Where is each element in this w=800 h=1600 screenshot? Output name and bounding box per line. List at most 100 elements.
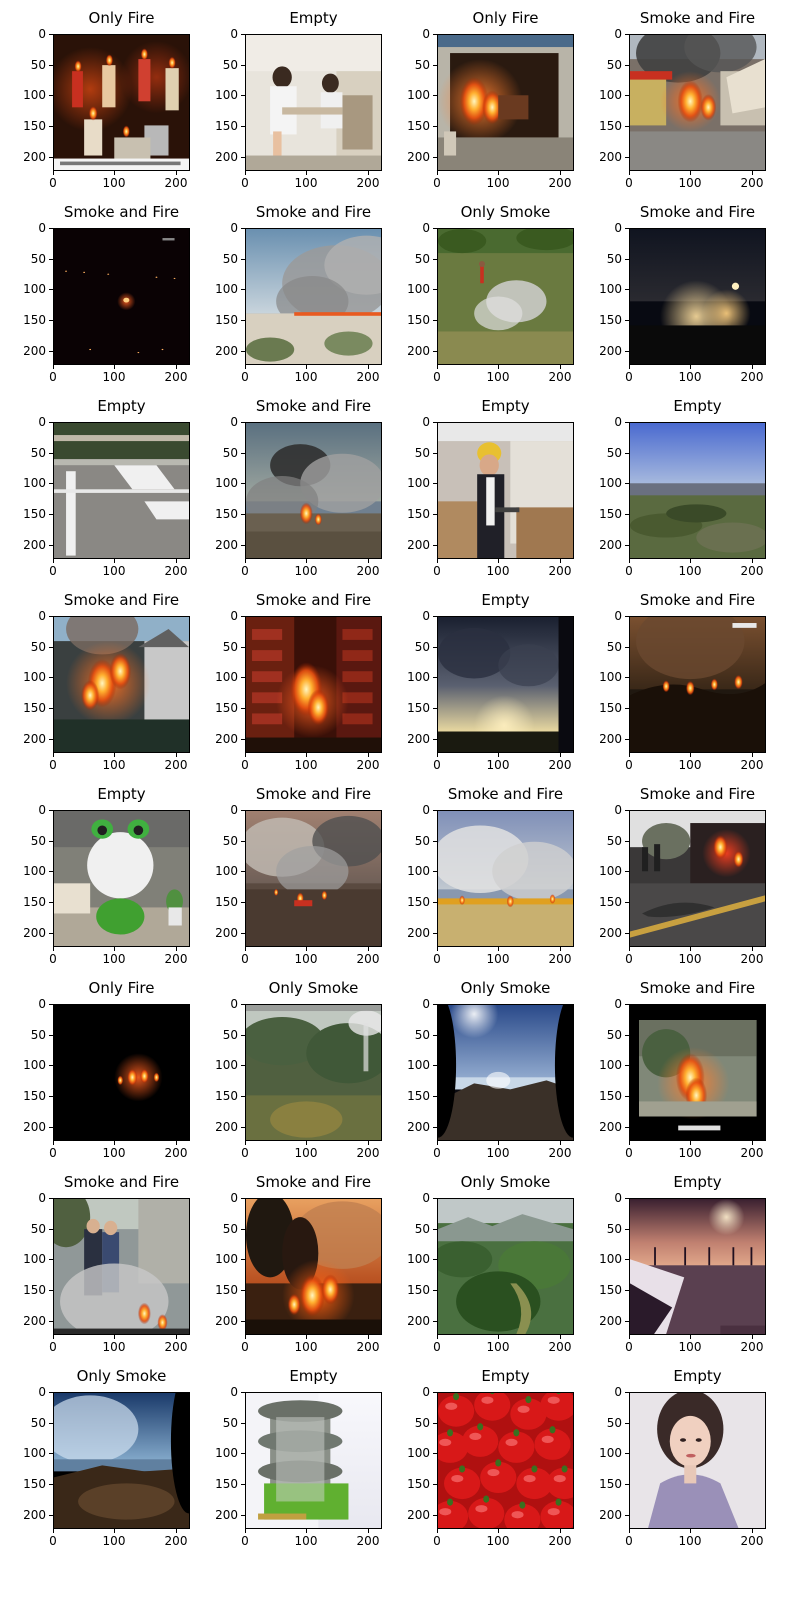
y-tick-mark [433,126,437,127]
y-tick-mark [625,1453,629,1454]
y-tick-mark [241,320,245,321]
y-tick-mark [241,616,245,617]
image-panel: Smoke and Fire 0 50 100 150 200 0 100 200 [576,194,766,388]
y-tick-label: 100 [215,1252,238,1266]
y-tick-mark [433,351,437,352]
y-tick-mark [433,228,437,229]
y-tick-label: 200 [599,150,622,164]
y-tick-mark [625,810,629,811]
x-tick-mark [306,1529,307,1533]
x-tick-mark [752,171,753,175]
x-tick-mark [690,365,691,369]
image-panel: Smoke and Fire 0 50 100 150 200 0 100 200 [192,1164,382,1358]
y-tick-label: 150 [599,119,622,133]
y-tick-label: 50 [222,1416,238,1430]
y-tick-mark [625,902,629,903]
y-tick-mark [625,1321,629,1322]
x-tick-mark [368,1141,369,1145]
y-tick-mark [49,1004,53,1005]
x-tick-mark [498,171,499,175]
x-tick-label: 0 [433,564,441,578]
x-tick-label: 100 [102,564,126,578]
panel-title: Empty [673,1367,722,1385]
x-tick-mark [560,1141,561,1145]
x-tick-label: 0 [241,370,249,384]
x-tick-mark [498,559,499,563]
x-tick-label: 100 [102,1534,126,1548]
x-tick-label: 100 [678,1146,702,1160]
y-tick-label: 50 [606,252,622,266]
x-tick-label: 200 [356,758,380,772]
y-tick-mark [625,708,629,709]
y-tick-mark [241,1290,245,1291]
y-tick-mark [433,514,437,515]
y-tick-mark [241,708,245,709]
x-tick-mark [752,947,753,951]
panel-title: Empty [673,1173,722,1191]
y-tick-mark [241,871,245,872]
y-tick-label: 150 [215,1089,238,1103]
panel-title: Only Smoke [76,1367,167,1385]
x-tick-label: 0 [433,370,441,384]
sample-image-framed-fire [629,1004,766,1141]
y-tick-label: 50 [30,640,46,654]
panel-title: Only Smoke [460,203,551,221]
x-tick-label: 100 [294,370,318,384]
x-tick-label: 200 [356,176,380,190]
y-tick-mark [625,259,629,260]
panel-title: Smoke and Fire [255,1173,372,1191]
y-tick-label: 200 [23,1508,46,1522]
sample-image-night-city [629,228,766,365]
panel-title: Smoke and Fire [639,979,756,997]
panel-title: Empty [481,591,530,609]
y-tick-mark [625,1290,629,1291]
x-tick-mark [437,365,438,369]
x-tick-mark [245,753,246,757]
x-tick-label: 0 [433,758,441,772]
y-tick-mark [49,422,53,423]
x-tick-label: 200 [548,370,572,384]
x-tick-label: 200 [164,1534,188,1548]
x-tick-label: 0 [433,1146,441,1160]
x-tick-mark [629,1335,630,1339]
x-tick-label: 200 [548,1340,572,1354]
x-tick-label: 200 [548,1146,572,1160]
image-panel: Only Fire 0 50 100 150 200 0 100 200 [0,970,190,1164]
x-tick-label: 100 [486,1340,510,1354]
y-tick-label: 0 [614,1191,622,1205]
y-tick-label: 0 [422,221,430,235]
y-tick-label: 150 [599,313,622,327]
x-tick-label: 200 [548,176,572,190]
y-tick-label: 100 [407,1058,430,1072]
image-panel: Smoke and Fire 0 50 100 150 200 0 100 200 [576,776,766,970]
x-tick-label: 0 [241,1340,249,1354]
y-tick-label: 200 [23,538,46,552]
x-tick-mark [437,1335,438,1339]
y-tick-mark [433,810,437,811]
y-tick-mark [625,34,629,35]
x-tick-label: 200 [356,1340,380,1354]
y-tick-mark [625,65,629,66]
panel-title: Only Smoke [460,1173,551,1191]
sample-image-forest-smoke [245,1004,382,1141]
y-tick-mark [625,1065,629,1066]
image-panel: Only Smoke 0 50 100 150 200 0 100 200 [384,1164,574,1358]
y-tick-mark [241,933,245,934]
x-tick-label: 0 [433,1534,441,1548]
x-tick-mark [53,365,54,369]
sample-image-portrait [629,1392,766,1529]
x-tick-mark [114,1529,115,1533]
y-tick-mark [625,1035,629,1036]
sample-image-building-model [245,1392,382,1529]
x-tick-label: 0 [625,176,633,190]
panel-title: Smoke and Fire [63,1173,180,1191]
x-tick-label: 200 [548,564,572,578]
x-tick-mark [629,365,630,369]
y-tick-mark [241,1484,245,1485]
image-panel: Only Smoke 0 50 100 150 200 0 100 200 [384,970,574,1164]
sample-image-crosswalk [53,422,190,559]
image-panel: Smoke and Fire 0 50 100 150 200 0 100 200 [192,776,382,970]
y-tick-label: 50 [30,1028,46,1042]
y-tick-mark [49,616,53,617]
y-tick-mark [49,677,53,678]
